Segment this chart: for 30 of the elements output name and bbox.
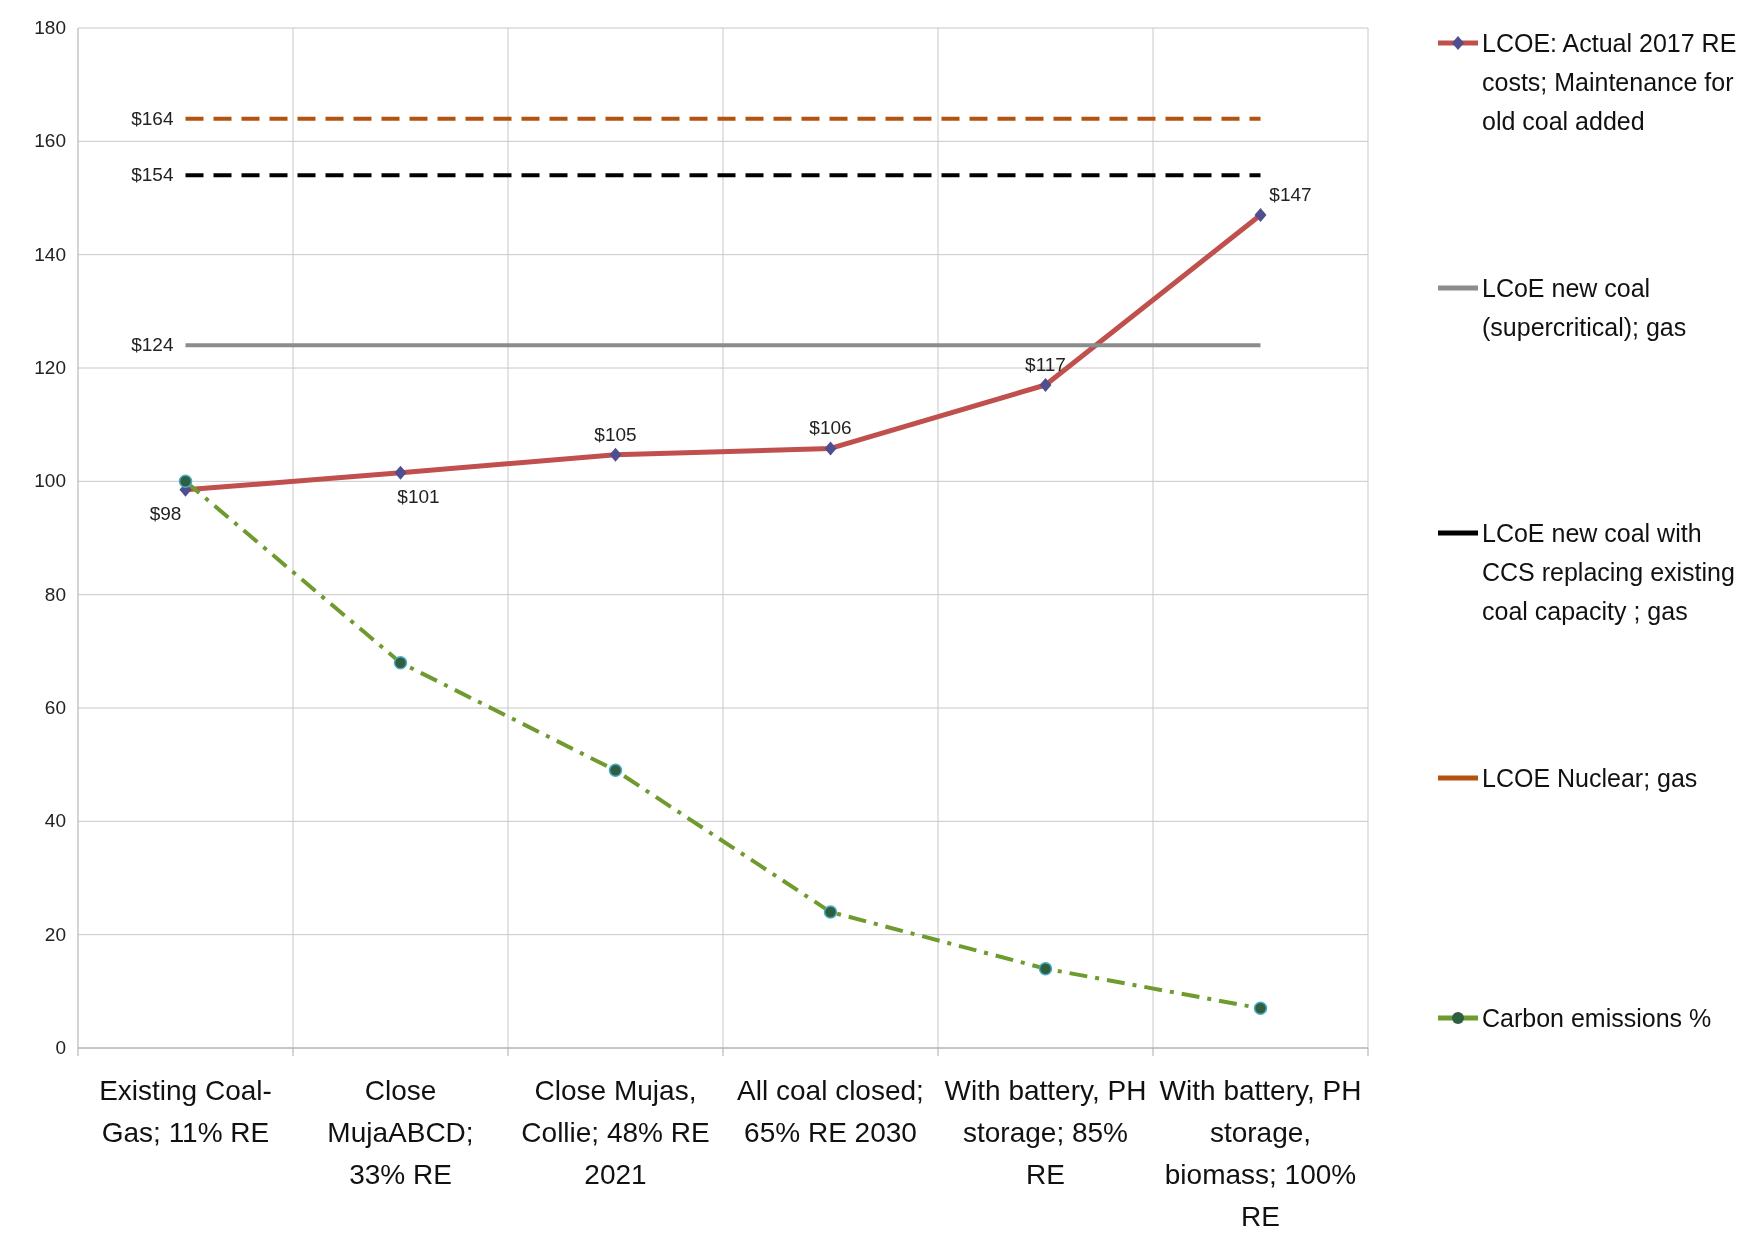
y-tick-label: 100	[34, 470, 66, 492]
x-tick-label: With battery, PH storage; 85% RE	[944, 1075, 1147, 1190]
y-tick-label: 40	[44, 810, 66, 832]
data-label: $154	[131, 164, 174, 186]
y-tick-label: 20	[44, 923, 66, 945]
x-tick-label: Close MujaABCD; 33% RE	[327, 1075, 474, 1190]
data-label: $117	[1025, 354, 1066, 375]
y-tick-label: 60	[44, 697, 66, 718]
data-label: $101	[397, 485, 440, 507]
data-label: $164	[131, 107, 174, 129]
legend-label: LCoE new coal (supercritical); gas	[1482, 274, 1687, 341]
y-tick-label: 120	[34, 357, 66, 378]
legend-label: Carbon emissions %	[1482, 1004, 1712, 1032]
legend-label: LCoE new coal with CCS replacing existing coal capacity ; gas	[1482, 519, 1735, 625]
data-label: $98	[149, 502, 182, 524]
x-tick-label: Existing Coal-Gas; 11% RE	[99, 1075, 272, 1148]
y-tick-label: 80	[44, 583, 66, 605]
data-label: $106	[809, 417, 852, 439]
y-tick-label: 140	[34, 243, 66, 265]
x-tick-label: All coal closed; 65% RE 2030	[737, 1075, 924, 1148]
y-tick-label: 0	[55, 1037, 66, 1058]
data-label: $147	[1269, 184, 1312, 205]
x-tick-label: With battery, PH storage, biomass; 100% RE	[1159, 1075, 1362, 1232]
legend-label: LCOE Nuclear; gas	[1482, 764, 1698, 792]
legend-label: LCOE: Actual 2017 RE costs; Maintenance for old coal added	[1482, 29, 1737, 135]
x-tick-label: Close Mujas, Collie; 48% RE 2021	[521, 1075, 710, 1190]
data-label: $105	[594, 423, 637, 445]
y-tick-label: 180	[34, 17, 66, 38]
data-label: $124	[131, 334, 174, 356]
y-tick-label: 160	[34, 130, 66, 152]
